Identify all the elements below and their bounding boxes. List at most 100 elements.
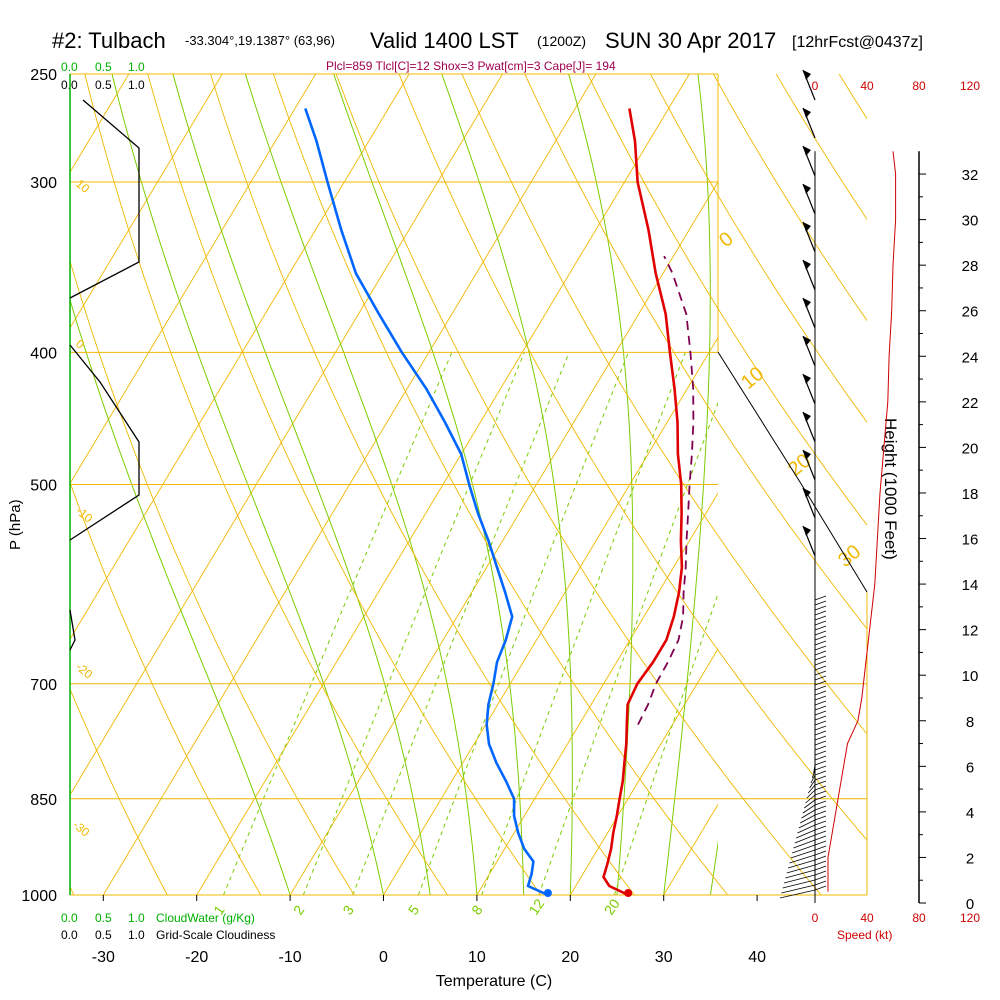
wind-barb-low-tick-660 — [814, 655, 827, 661]
wind-barb-flag-12 — [803, 526, 811, 536]
wind-barb-low-875 — [783, 874, 816, 884]
cloudiness-tick-bottom-0: 0.0 — [61, 928, 78, 942]
moist-adiabat-3 — [244, 74, 478, 895]
wind-barb-low-tick-785 — [814, 780, 827, 786]
moist-adiabat-2 — [172, 74, 431, 895]
wind-barb-low-tick-820 — [814, 815, 827, 821]
title-indices: Plcl=859 Tlcl[C]=12 Shox=3 Pwat[cm]=3 Ca… — [326, 59, 616, 73]
wind-barb-low-tick-885 — [814, 880, 827, 886]
temperature-tick-label-1: -20 — [185, 949, 208, 966]
speed-tick-bottom-3: 120 — [960, 911, 980, 925]
wind-barb-low-tick-600 — [814, 595, 827, 601]
isotherm-20 — [569, 647, 718, 895]
wind-barb-low-tick-650 — [814, 645, 827, 651]
title-forecast: [12hrFcst@0437z] — [792, 34, 923, 51]
mixing-ratio-label-5: 12 — [525, 896, 547, 918]
wind-barb-low-tick-890 — [814, 885, 827, 891]
wind-barb-flag-7 — [803, 336, 811, 346]
wind-barb-flag-11 — [803, 488, 811, 498]
wind-barb-low-tick-770 — [814, 765, 827, 771]
wind-barb-low-tick-860 — [814, 855, 827, 861]
height-tick-label-0: 0 — [966, 896, 974, 913]
cloud-scale-bottom: 0.0 0.5 1.0 CloudWater (g/Kg) 0.0 0.5 1.… — [61, 911, 275, 942]
isotherm-50 — [851, 74, 1000, 895]
dry-adiabat-12 — [524, 74, 867, 630]
dry-adiabat-label-3: -20 — [73, 660, 96, 682]
wind-barb-low-850 — [790, 849, 816, 859]
parcel-profile-line — [637, 255, 695, 726]
height-tick-label-2: 4 — [966, 805, 974, 822]
wind-barb-low-870 — [785, 869, 816, 879]
pressure-tick-label-1: 300 — [30, 175, 57, 192]
wind-barb-low-tick-765 — [814, 760, 827, 766]
mixing-ratio-line-5 — [538, 401, 718, 895]
wind-barb-low-tick-875 — [814, 870, 827, 876]
cloudiness-profile — [69, 99, 140, 651]
dry-adiabat-3 — [70, 481, 262, 895]
height-tick-label-1: 2 — [966, 850, 974, 867]
mixing-ratio-label-3: 5 — [405, 902, 423, 918]
wind-barb-low-tick-655 — [814, 650, 827, 656]
cloudiness-tick-bottom-1: 0.5 — [95, 928, 112, 942]
height-axis-label: Height (1000 Feet) — [881, 418, 900, 560]
wind-barb-low-tick-625 — [814, 620, 827, 626]
mixing-ratio-label-1: 2 — [290, 902, 308, 918]
wind-barb-low-805 — [802, 804, 816, 814]
cloudiness-tick-bottom-2: 1.0 — [128, 928, 145, 942]
dry-adiabat-4 — [70, 259, 355, 895]
wind-barb-flag-10 — [803, 450, 811, 460]
cloud-water-tick-top-2: 1.0 — [128, 60, 145, 74]
pressure-tick-label-3: 500 — [30, 478, 57, 495]
wind-barb-low-tick-695 — [814, 690, 827, 696]
dewpoint-profile-line — [304, 108, 549, 897]
wind-barb-low-tick-645 — [814, 640, 827, 646]
wind-barb-low-tick-685 — [814, 680, 827, 686]
upper-frame-diagonal — [717, 351, 868, 593]
dry-adiabat-label-4: -30 — [70, 818, 93, 840]
title-date: SUN 30 Apr 2017 — [605, 28, 776, 53]
dry-adiabat-18 — [902, 74, 1000, 895]
wind-barb-low-tick-705 — [814, 700, 827, 706]
moist-adiabat-0 — [70, 298, 291, 895]
pressure-axis-label: P (hPa) — [7, 499, 24, 550]
wind-barb-low-855 — [789, 854, 816, 864]
title-zulu: (1200Z) — [537, 33, 586, 49]
moist-adiabat-1 — [111, 74, 384, 895]
wind-barb-low-tick-780 — [814, 775, 827, 781]
wind-barb-low-785 — [807, 784, 816, 794]
wind-barb-low-tick-830 — [814, 825, 827, 831]
wind-barb-low-tick-870 — [814, 865, 827, 871]
moist-adiabat-5 — [441, 74, 573, 895]
isotherm--60 — [70, 74, 317, 485]
wind-barb-flag-3 — [803, 184, 811, 194]
grid-layer: 1 2 3 5 8 12 20 10 0 -10 -20 -30 0 10 20 30 — [69, 73, 1000, 918]
height-tick-label-8: 16 — [962, 532, 979, 549]
cloud-water-tick-top-0: 0.0 — [61, 60, 78, 74]
wind-barb-low-tick-725 — [814, 720, 827, 726]
cloudiness-tick-top-2: 1.0 — [128, 78, 145, 92]
wind-barb-low-tick-700 — [814, 695, 827, 701]
dry-adiabat-5 — [84, 74, 448, 895]
height-tick-label-15: 30 — [962, 213, 979, 230]
wind-barb-flag-6 — [803, 298, 811, 308]
cloud-water-tick-bottom-0: 0.0 — [61, 911, 78, 925]
wind-barb-low-780 — [809, 779, 816, 789]
dry-adiabat-10 — [398, 74, 867, 841]
moist-adiabat-7 — [663, 74, 711, 895]
temperature-tick-label-7: 40 — [748, 949, 766, 966]
surface-dewpoint-marker — [543, 889, 552, 897]
wind-barb-low-tick-620 — [814, 615, 827, 621]
speed-tick-bottom-1: 40 — [860, 911, 874, 925]
wind-barb-low-tick-670 — [814, 665, 827, 671]
height-tick-label-5: 10 — [962, 668, 979, 685]
height-tick-label-13: 26 — [962, 304, 979, 321]
wind-barb-low-860 — [787, 859, 816, 869]
height-tick-label-16: 32 — [962, 167, 979, 184]
wind-barb-low-tick-840 — [814, 835, 827, 841]
temperature-profile-line — [602, 108, 684, 897]
pressure-tick-label-6: 1000 — [21, 888, 57, 905]
cloud-scale-top: 0.0 0.5 1.0 0.0 0.5 1.0 — [61, 60, 145, 92]
mixing-ratio-line-6 — [613, 592, 718, 895]
temperature-axis-label: Temperature (C) — [436, 973, 552, 990]
